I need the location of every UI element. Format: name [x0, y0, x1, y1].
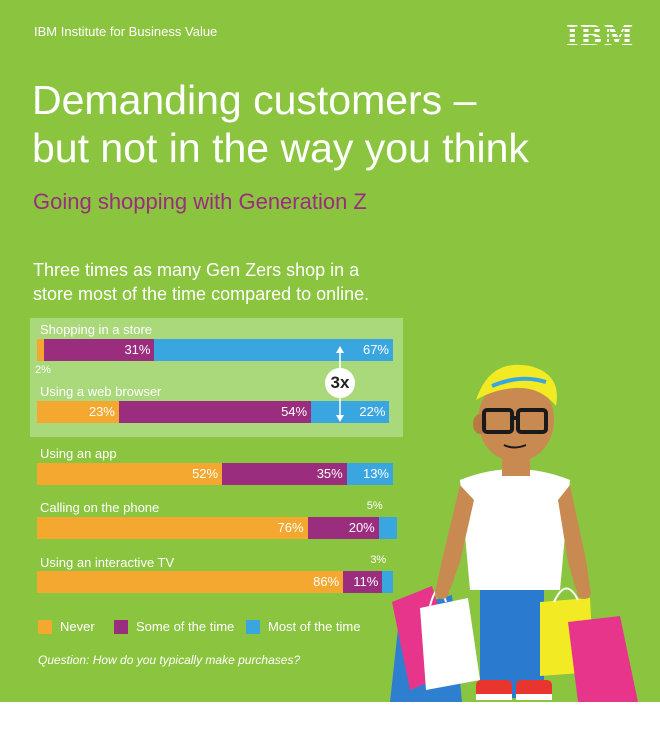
value-label: 35% — [316, 466, 343, 481]
category-label: Using a web browser — [40, 384, 162, 399]
value-label: 31% — [124, 342, 151, 357]
three-x-badge: 3x — [325, 368, 355, 398]
bar-segment — [37, 517, 308, 539]
bar-segment — [37, 571, 344, 593]
title-line-1: Demanding customers – — [32, 77, 477, 123]
value-label: 52% — [192, 466, 219, 481]
legend-swatch — [38, 620, 52, 634]
bar-segment — [154, 339, 393, 361]
value-label: 67% — [362, 342, 389, 357]
value-label: 54% — [281, 404, 308, 419]
stacked-bar: 23% 54% 22% — [37, 401, 393, 423]
bar-segment — [382, 571, 393, 593]
lead-text: Three times as many Gen Zers shop in a s… — [33, 258, 473, 306]
bar-segment — [311, 401, 390, 423]
bar-segment — [37, 401, 119, 423]
legend-label: Never — [60, 619, 95, 634]
value-label: 23% — [88, 404, 115, 419]
legend-label: Most of the time — [268, 619, 361, 634]
legend-swatch — [246, 620, 260, 634]
value-label: 20% — [348, 520, 375, 535]
arrow-up-icon — [336, 346, 344, 353]
ibm-logo: IBM — [566, 21, 635, 52]
value-label: 86% — [313, 574, 340, 589]
value-label-outside: 3% — [370, 554, 387, 566]
bar-segment — [37, 339, 45, 361]
page-title: Demanding customers – but not in the way… — [32, 76, 632, 172]
legend-swatch — [114, 620, 128, 634]
bar-segment — [307, 517, 379, 539]
category-label: Calling on the phone — [40, 500, 160, 515]
bar-segment — [222, 463, 347, 485]
stacked-bar: 76% 20% 5% — [37, 500, 397, 539]
stacked-bar: 52% 35% 13% — [37, 463, 393, 485]
value-label: 22% — [359, 404, 386, 419]
value-label: 11% — [353, 574, 379, 589]
bar-segment — [378, 517, 397, 539]
category-label: Shopping in a store — [40, 322, 153, 337]
value-label-outside: 5% — [366, 500, 383, 512]
page-subtitle: Going shopping with Generation Z — [33, 189, 367, 214]
value-label-outside: 2% — [35, 364, 51, 376]
shopper-illustration — [390, 364, 638, 702]
value-label: 13% — [362, 466, 389, 481]
infographic-panel: IBM Institute for Business Value IBM Dem… — [0, 0, 660, 702]
lead-line-1: Three times as many Gen Zers shop in a — [33, 260, 360, 280]
value-label: 76% — [277, 520, 304, 535]
category-label: Using an interactive TV — [40, 555, 175, 570]
arrow-down-icon — [336, 415, 344, 422]
bar-segment — [346, 463, 393, 485]
bar-segment — [44, 339, 155, 361]
stacked-bar: 2% 31% 67% — [35, 339, 393, 376]
bar-segment — [37, 463, 223, 485]
bar-segment — [343, 571, 383, 593]
survey-question: Question: How do you typically make purc… — [38, 653, 301, 667]
org-name: IBM Institute for Business Value — [34, 24, 218, 39]
title-line-2: but not in the way you think — [32, 125, 529, 171]
legend-label: Some of the time — [136, 619, 235, 634]
lead-line-2: store most of the time compared to onlin… — [33, 284, 370, 304]
bar-segment — [118, 401, 312, 423]
stacked-bar: 86% 11% 3% — [37, 554, 393, 593]
category-label: Using an app — [40, 446, 117, 461]
